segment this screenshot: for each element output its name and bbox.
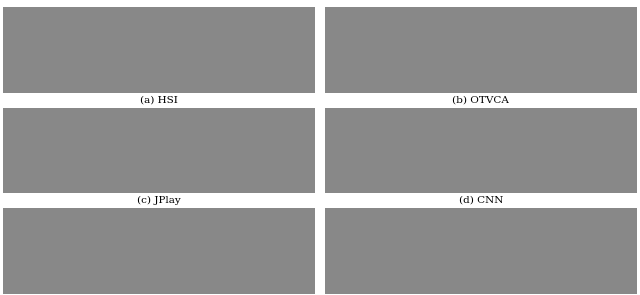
X-axis label: (a) HSI: (a) HSI [140,95,178,104]
X-axis label: (c) JPlay: (c) JPlay [138,196,181,205]
X-axis label: (d) CNN: (d) CNN [458,196,503,205]
X-axis label: (b) OTVCA: (b) OTVCA [452,95,509,104]
